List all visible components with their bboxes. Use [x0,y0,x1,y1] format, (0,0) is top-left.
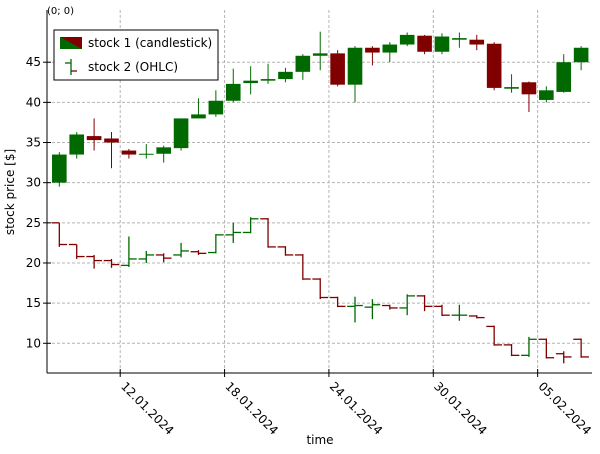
candle-body [278,71,293,80]
candle-body [486,43,502,88]
candle-body [539,90,554,100]
candle-body [191,114,206,119]
candle-body [330,53,345,85]
legend-icon [60,37,82,49]
y-tick-label: 20 [26,256,41,270]
candle-body [69,134,85,155]
y-axis-label: stock price [$] [3,149,17,235]
candle-body [399,34,415,45]
candle-body [556,62,572,92]
candle-body [121,150,137,155]
candle-body [260,79,276,81]
candle-body [382,44,398,53]
legend-box [53,29,219,81]
candle-body [347,47,363,85]
candle-body [452,38,467,40]
candle-body [521,82,537,95]
y-tick-label: 15 [26,296,41,310]
y-tick-label: 10 [26,336,41,350]
legend-label: stock 2 (OHLC) [88,60,178,74]
corner-label: (0; 0) [47,6,74,17]
y-tick-label: 45 [26,55,41,69]
y-tick-label: 35 [26,136,41,150]
candle-body [469,39,485,45]
y-tick-label: 40 [26,95,41,109]
candle-body [312,53,328,56]
candle-body [243,80,258,84]
candle-body [52,154,67,183]
candle-body [365,47,380,53]
candle-body [208,100,224,115]
candle-body [225,83,241,101]
candle-body [86,136,102,141]
candle-body [504,87,519,89]
candle-body [156,147,171,154]
candle-body [138,153,154,155]
y-tick-label: 30 [26,176,41,190]
candle-body [417,35,432,52]
x-axis-label: time [306,433,333,447]
candle-body [434,36,450,52]
candle-body [295,55,311,72]
candle-body [173,118,189,149]
candle-body [104,138,119,143]
candle-body [573,47,589,63]
legend-label: stock 1 (candlestick) [88,36,212,50]
y-tick-label: 25 [26,216,41,230]
